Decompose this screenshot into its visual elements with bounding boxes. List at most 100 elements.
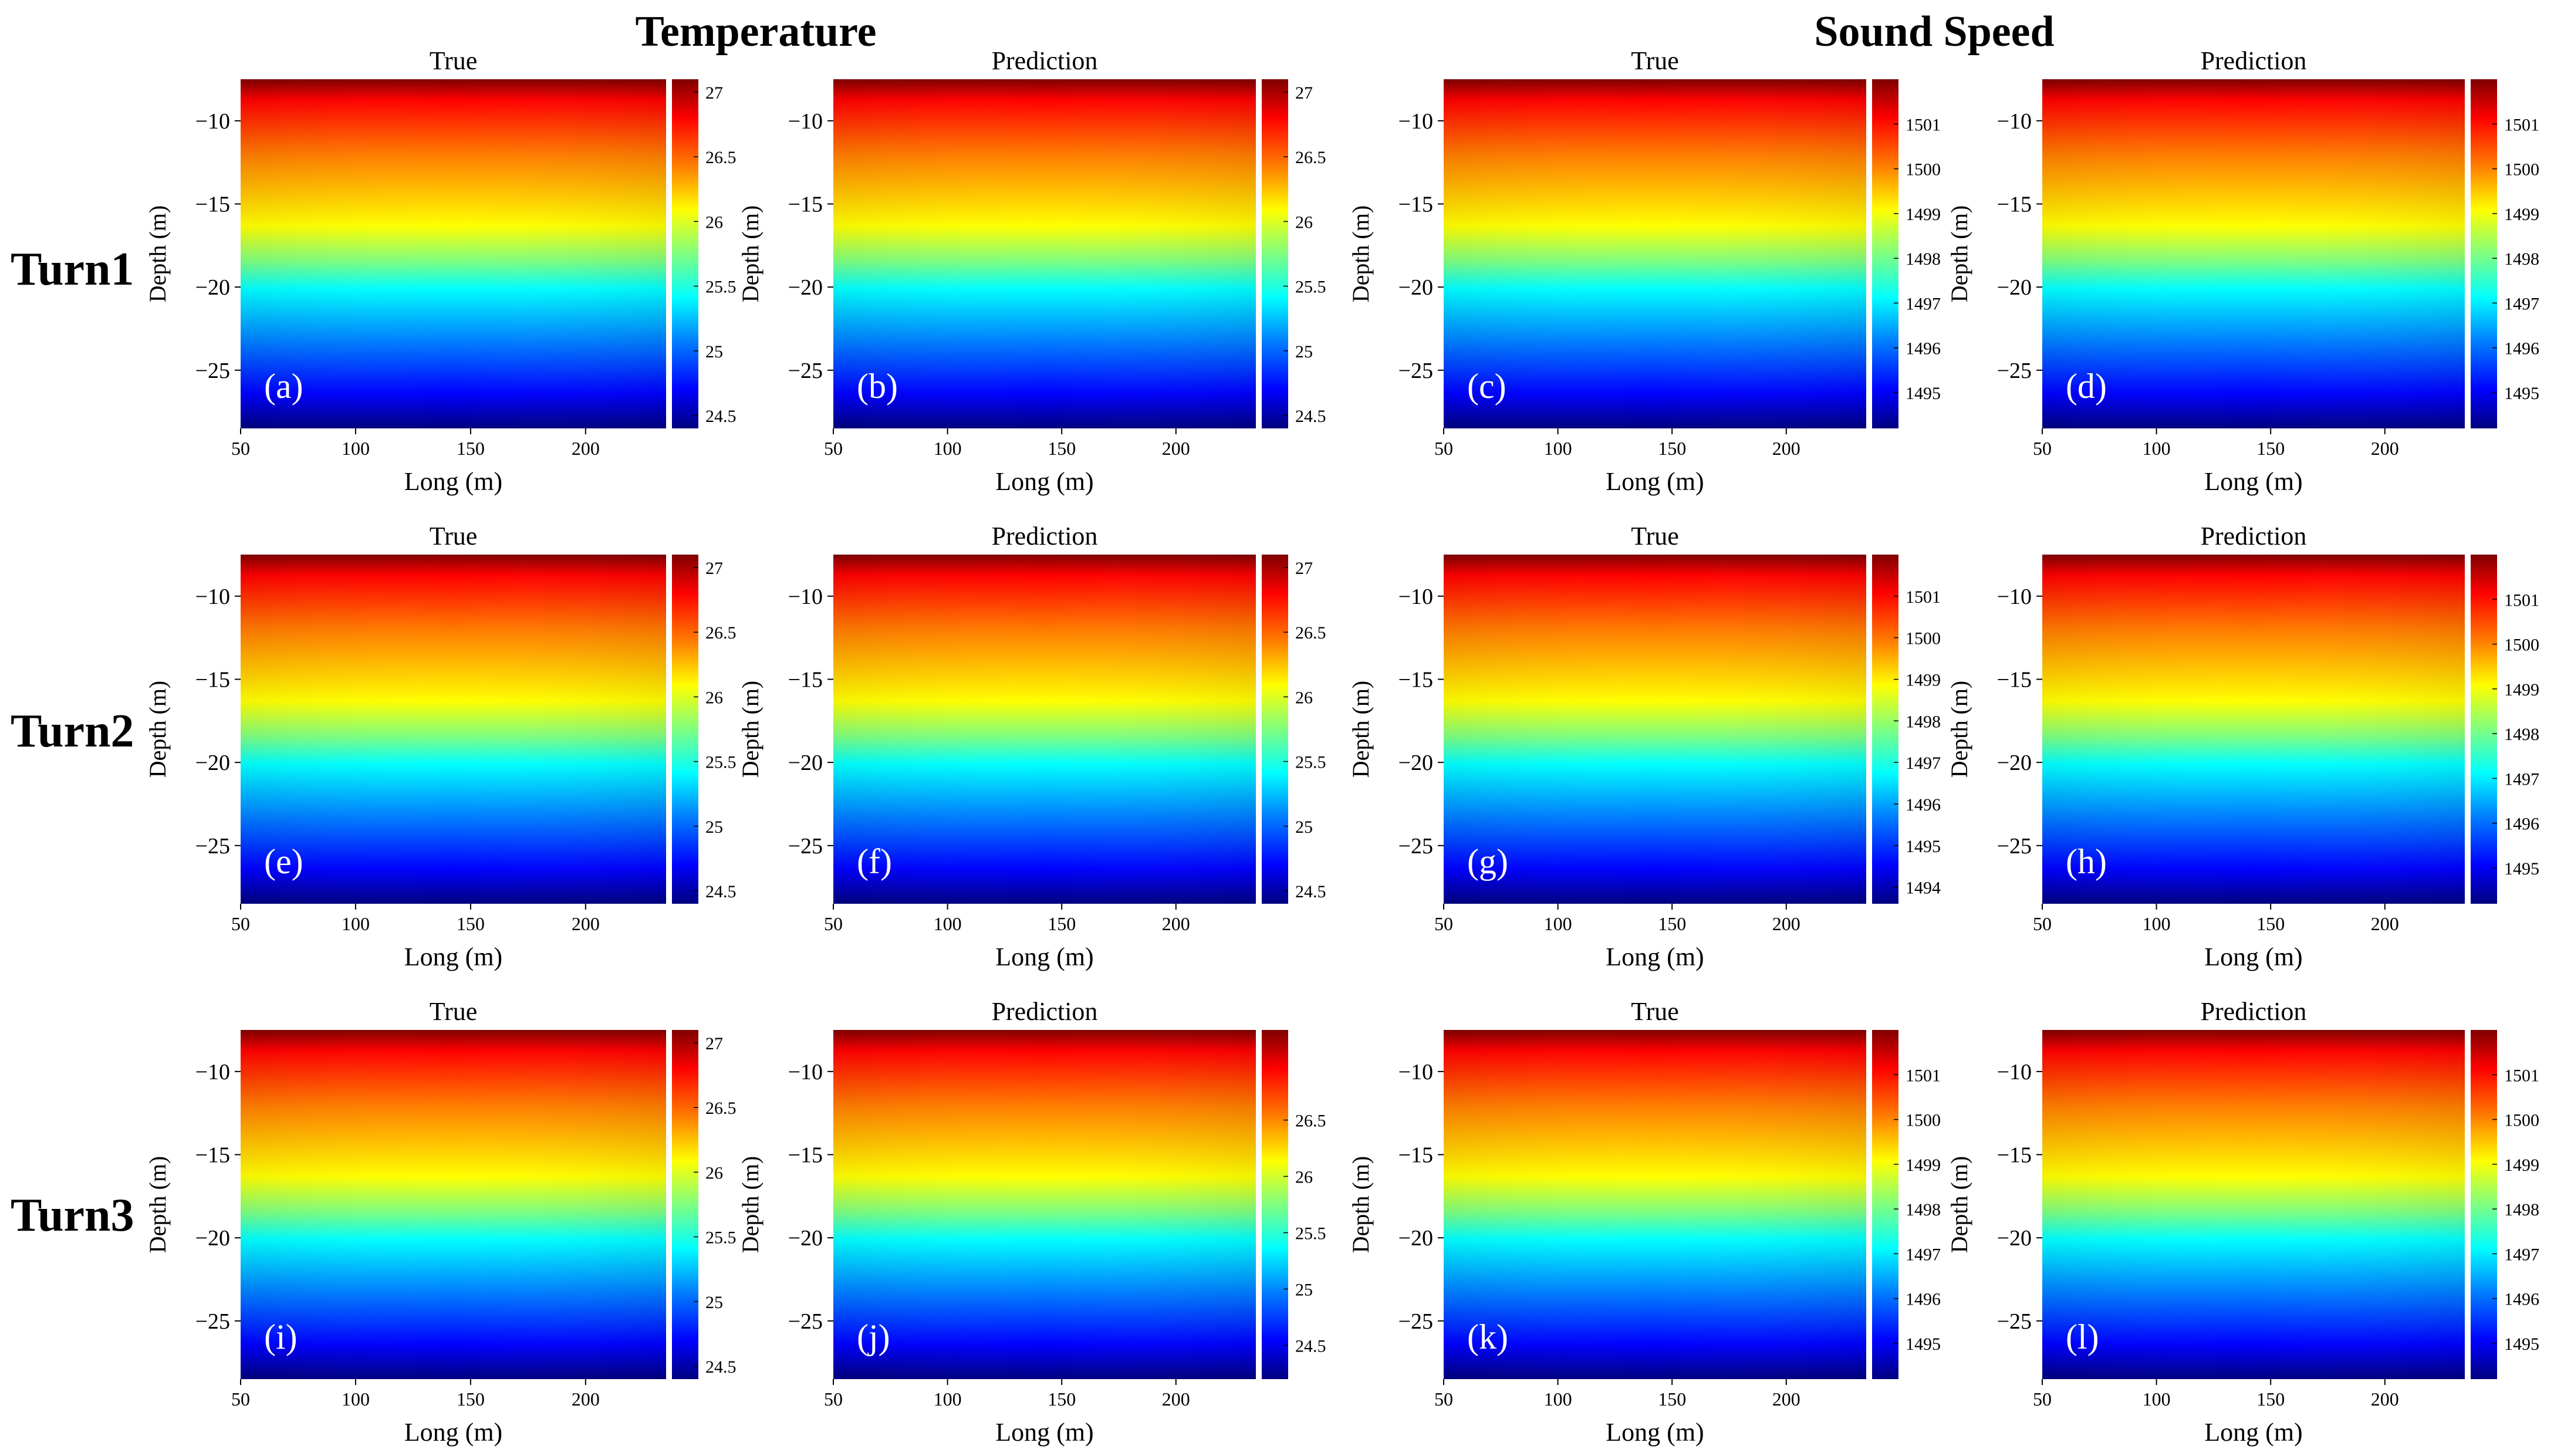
colorbar-tick-label: 26 bbox=[1295, 688, 1313, 707]
row-label-turn1: Turn1 bbox=[11, 244, 134, 295]
heatmap-panel-i: True −10 −15 −20 −25 50 100 150 200 Long (m) Depth… bbox=[144, 997, 737, 1447]
colorbar-tick-label: 25.5 bbox=[1295, 753, 1326, 772]
panel-title: Prediction bbox=[2201, 522, 2307, 550]
colorbar bbox=[1262, 555, 1288, 904]
x-tick-label: 100 bbox=[934, 438, 962, 459]
y-tick-label: −20 bbox=[788, 1226, 823, 1251]
colorbar-tick-label: 1495 bbox=[2504, 1335, 2539, 1354]
colorbar-tick-label: 1497 bbox=[2504, 294, 2539, 313]
panel-title: Prediction bbox=[992, 522, 1098, 550]
y-tick-label: −15 bbox=[1398, 1143, 1433, 1168]
colorbar-tick-label: 1499 bbox=[2504, 1156, 2539, 1175]
heatmap-shading bbox=[833, 1030, 1256, 1379]
row-label-turn3: Turn3 bbox=[11, 1190, 134, 1241]
y-tick-label: −10 bbox=[788, 585, 823, 609]
colorbar-tick-label: 1495 bbox=[1906, 1335, 1941, 1354]
colorbar-tick-label: 1495 bbox=[2504, 859, 2539, 879]
x-tick-label: 200 bbox=[2371, 438, 2399, 459]
y-tick-label: −15 bbox=[788, 668, 823, 692]
x-tick-label: 200 bbox=[2371, 913, 2399, 934]
heatmap-panel-c: True −10 −15 −20 −25 50 100 150 200 Long (m) Depth… bbox=[1347, 46, 1941, 496]
colorbar-tick-label: 24.5 bbox=[705, 1357, 737, 1377]
heatmap-panel-l: Prediction −10 −15 −20 −25 50 100 150 200 Long (m… bbox=[1946, 997, 2539, 1447]
colorbar-tick-label: 1495 bbox=[1906, 837, 1941, 856]
heatmap-shading bbox=[833, 555, 1256, 904]
panel-letter: (i) bbox=[264, 1318, 298, 1356]
colorbar-tick-label: 1501 bbox=[2504, 115, 2539, 134]
colorbar-tick-label: 25.5 bbox=[705, 278, 737, 297]
y-axis-label: Depth (m) bbox=[144, 1156, 171, 1254]
colorbar-tick-label: 1501 bbox=[2504, 1066, 2539, 1085]
colorbar-tick-label: 27 bbox=[1295, 559, 1313, 578]
colorbar-tick-label: 25.5 bbox=[705, 753, 737, 772]
y-tick-label: −15 bbox=[195, 668, 230, 692]
y-axis-label: Depth (m) bbox=[1347, 205, 1374, 303]
heatmap-shading bbox=[833, 79, 1256, 428]
heatmap-shading bbox=[2042, 1030, 2465, 1379]
x-tick-label: 100 bbox=[1544, 913, 1572, 934]
colorbar-tick-label: 26.5 bbox=[705, 623, 737, 643]
x-tick-label: 150 bbox=[457, 913, 485, 934]
x-tick-label: 150 bbox=[457, 1389, 485, 1410]
x-tick-label: 200 bbox=[572, 1389, 600, 1410]
y-tick-label: −25 bbox=[195, 359, 230, 383]
colorbar-tick-label: 1499 bbox=[2504, 680, 2539, 700]
x-axis-label: Long (m) bbox=[2204, 942, 2302, 971]
y-tick-label: −25 bbox=[1997, 1309, 2032, 1334]
x-tick-label: 50 bbox=[231, 913, 250, 934]
colorbar-tick-label: 1496 bbox=[2504, 1290, 2539, 1309]
panel-title: True bbox=[1631, 46, 1679, 75]
x-axis-label: Long (m) bbox=[995, 1418, 1093, 1447]
colorbar-tick-label: 1497 bbox=[1906, 294, 1941, 313]
y-tick-label: −15 bbox=[1398, 668, 1433, 692]
colorbar-tick-label: 1498 bbox=[2504, 1200, 2539, 1219]
heatmap-shading bbox=[1444, 79, 1866, 428]
colorbar bbox=[672, 1030, 698, 1379]
colorbar-tick-label: 1499 bbox=[1906, 671, 1941, 690]
x-tick-label: 100 bbox=[934, 1389, 962, 1410]
y-tick-label: −25 bbox=[788, 834, 823, 859]
colorbar bbox=[672, 555, 698, 904]
y-axis-label: Depth (m) bbox=[1347, 1156, 1374, 1254]
colorbar-tick-label: 26.5 bbox=[705, 148, 737, 167]
x-axis-label: Long (m) bbox=[1606, 1418, 1704, 1447]
x-tick-label: 100 bbox=[342, 438, 370, 459]
x-tick-label: 50 bbox=[1434, 1389, 1453, 1410]
x-tick-label: 50 bbox=[2033, 1389, 2052, 1410]
y-tick-label: −25 bbox=[1997, 359, 2032, 383]
colorbar-tick-label: 1498 bbox=[1906, 249, 1941, 269]
x-tick-label: 100 bbox=[342, 913, 370, 934]
y-axis-label: Depth (m) bbox=[144, 681, 171, 778]
colorbar-tick-label: 1500 bbox=[1906, 160, 1941, 180]
x-tick-label: 100 bbox=[2143, 913, 2171, 934]
heatmap-panel-g: True −10 −15 −20 −25 50 100 150 200 Long (m) Depth… bbox=[1347, 522, 1941, 971]
colorbar-tick-label: 26 bbox=[705, 212, 723, 232]
row-label-turn2: Turn2 bbox=[11, 705, 134, 757]
heatmap-panel-d: Prediction −10 −15 −20 −25 50 100 150 200 Long (m… bbox=[1946, 46, 2539, 496]
x-tick-label: 100 bbox=[2143, 438, 2171, 459]
y-tick-label: −20 bbox=[1398, 751, 1433, 775]
x-tick-label: 150 bbox=[2256, 438, 2285, 459]
panel-letter: (b) bbox=[857, 367, 898, 406]
panel-letter: (l) bbox=[2066, 1318, 2099, 1356]
x-axis-label: Long (m) bbox=[1606, 467, 1704, 496]
y-tick-label: −25 bbox=[1398, 834, 1433, 859]
colorbar bbox=[2471, 555, 2497, 904]
heatmap-panel-e: True −10 −15 −20 −25 50 100 150 200 Long (m) Depth… bbox=[144, 522, 737, 971]
colorbar-tick-label: 1495 bbox=[1906, 384, 1941, 403]
y-tick-label: −15 bbox=[1997, 1143, 2032, 1168]
panel-letter: (j) bbox=[857, 1318, 890, 1356]
x-axis-label: Long (m) bbox=[2204, 1418, 2302, 1447]
x-tick-label: 50 bbox=[2033, 438, 2052, 459]
x-tick-label: 100 bbox=[1544, 438, 1572, 459]
colorbar-tick-label: 25.5 bbox=[1295, 1224, 1326, 1243]
x-axis-label: Long (m) bbox=[404, 942, 502, 971]
x-tick-label: 100 bbox=[342, 1389, 370, 1410]
x-axis-label: Long (m) bbox=[995, 467, 1093, 496]
y-tick-label: −25 bbox=[788, 359, 823, 383]
y-tick-label: −10 bbox=[788, 109, 823, 134]
panel-letter: (e) bbox=[264, 842, 303, 881]
x-axis-label: Long (m) bbox=[2204, 467, 2302, 496]
colorbar-tick-label: 26 bbox=[705, 688, 723, 707]
x-tick-label: 150 bbox=[1658, 913, 1686, 934]
